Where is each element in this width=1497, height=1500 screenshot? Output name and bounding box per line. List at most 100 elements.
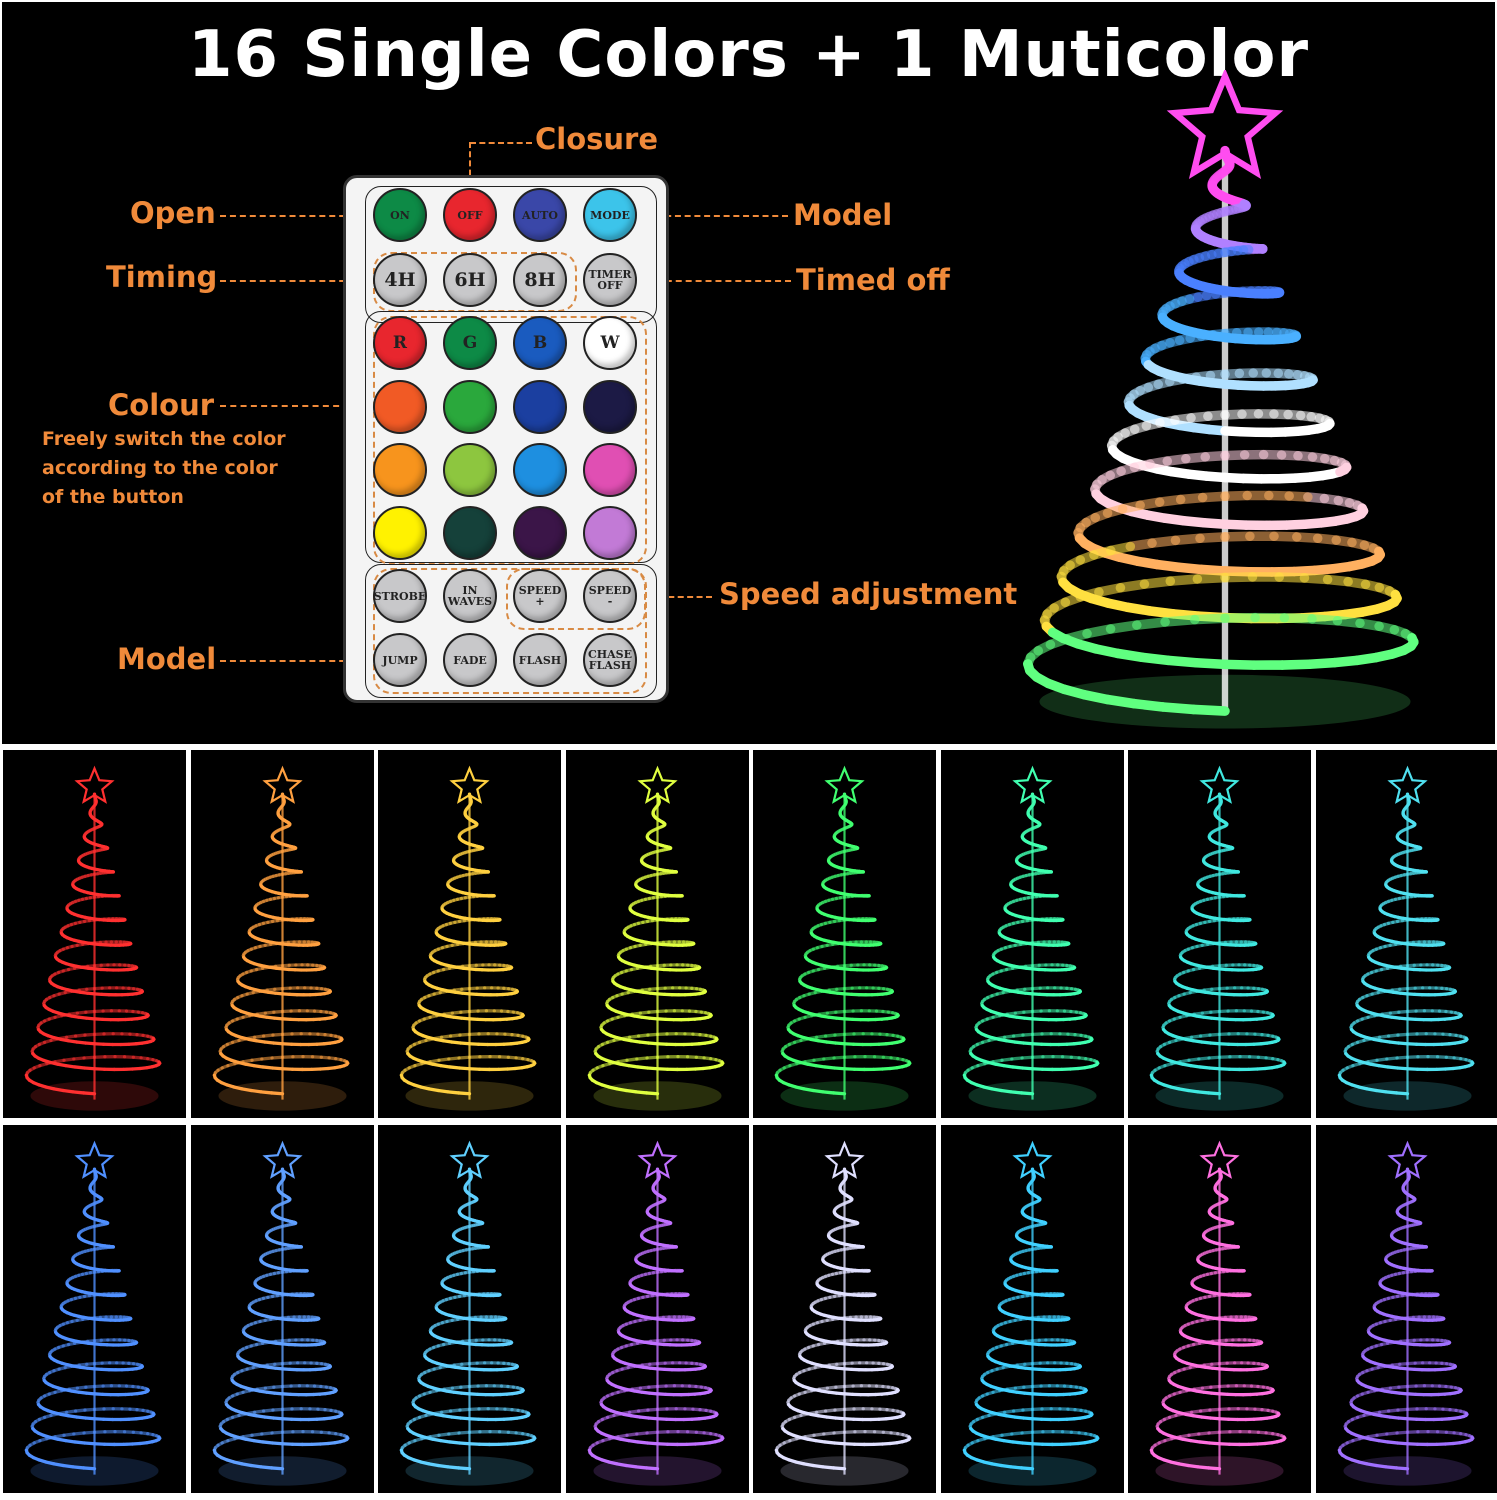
- spiral-segment: [832, 1066, 847, 1071]
- spiral-segment: [457, 1066, 472, 1071]
- spiral-segment: [82, 1441, 97, 1446]
- leader-line: [636, 215, 788, 217]
- star-topper: [1166, 68, 1284, 179]
- remote-button-off[interactable]: OFF: [443, 188, 497, 242]
- spiral-segment: [269, 1091, 284, 1096]
- remote-button-auto[interactable]: AUTO: [513, 188, 567, 242]
- spiral-segment: [72, 1056, 86, 1061]
- leader-line: [640, 596, 712, 598]
- spiral-segment: [1197, 1056, 1211, 1061]
- spiral-segment: [61, 1088, 75, 1094]
- spiral-segment: [1009, 1056, 1024, 1061]
- spiral-segment: [1189, 613, 1230, 625]
- colour-description: Freely switch the color according to the…: [42, 425, 286, 512]
- desc-line: Freely switch the color: [42, 428, 286, 450]
- spiral-segment: [1394, 1091, 1409, 1096]
- remote-button-color-3-2[interactable]: [513, 380, 567, 434]
- star-topper: [824, 765, 865, 804]
- leader-line: [220, 405, 370, 407]
- tree-illustration: [212, 1140, 349, 1486]
- label-timing: Timing: [106, 260, 218, 294]
- remote-button-g[interactable]: G: [443, 316, 497, 370]
- spiral-segment: [436, 1088, 450, 1094]
- remote-button-speed-[interactable]: SPEED -: [583, 569, 637, 623]
- remote-button-4h[interactable]: 4H: [373, 253, 427, 307]
- leader-line: [470, 142, 532, 144]
- single-color-tree-1: [3, 750, 186, 1118]
- spiral-segment: [831, 1091, 847, 1096]
- remote-button-in-waves[interactable]: IN WAVES: [443, 569, 497, 623]
- remote-button-color-3-1[interactable]: [443, 380, 497, 434]
- leader-line: [220, 215, 375, 217]
- single-color-tree-8: [1315, 750, 1497, 1118]
- tree-illustration: [1149, 765, 1287, 1111]
- remote-button-color-3-3[interactable]: [583, 380, 637, 434]
- remote-button-w[interactable]: W: [583, 316, 637, 370]
- remote-button-timer-off[interactable]: TIMER OFF: [583, 253, 637, 307]
- leader-line: [636, 280, 791, 282]
- remote-button-flash[interactable]: FLASH: [513, 633, 567, 687]
- remote-button-b[interactable]: B: [513, 316, 567, 370]
- spiral-segment: [1373, 1088, 1388, 1094]
- spiral-segment: [1019, 1091, 1034, 1096]
- title: 16 Single Colors + 1 Muticolor: [187, 18, 1310, 92]
- remote-button-jump[interactable]: JUMP: [373, 633, 427, 687]
- spiral-segment: [72, 1431, 86, 1436]
- remote-button-6h[interactable]: 6H: [443, 253, 497, 307]
- spiral-segment: [811, 1088, 825, 1094]
- spiral-segment: [821, 1090, 836, 1095]
- remote-button-color-4-2[interactable]: [513, 443, 567, 497]
- single-color-tree-3: [378, 750, 561, 1118]
- spiral-segment: [82, 1066, 97, 1071]
- spiral-segment: [1160, 614, 1200, 627]
- spiral-segment: [1020, 1066, 1034, 1071]
- spiral-segment: [1395, 1066, 1409, 1071]
- spiral-segment: [258, 1090, 273, 1095]
- remote-button-color-4-1[interactable]: [443, 443, 497, 497]
- label-colour: Colour: [108, 388, 215, 422]
- tree-illustration: [774, 765, 912, 1111]
- single-color-tree-5: [753, 750, 936, 1118]
- single-color-tree-6: [940, 750, 1124, 1118]
- remote-button-chase-flash[interactable]: CHASE FLASH: [583, 633, 637, 687]
- remote-button-color-3-0[interactable]: [373, 380, 427, 434]
- remote-button-color-5-2[interactable]: [513, 506, 567, 560]
- label-speed-adjustment: Speed adjustment: [719, 577, 1018, 611]
- spiral-segment: [61, 1463, 75, 1469]
- label-open: Open: [130, 196, 216, 230]
- mode-group: [373, 568, 647, 694]
- spiral-segment: [270, 1066, 284, 1071]
- single-color-tree-9: [3, 1125, 186, 1493]
- desc-line: of the button: [42, 486, 184, 508]
- button-group: [365, 311, 657, 563]
- spiral-segment: [998, 1088, 1013, 1094]
- star-topper: [636, 765, 678, 804]
- remote-button-color-4-0[interactable]: [373, 443, 427, 497]
- spiral-segment: [1196, 1090, 1211, 1095]
- star-topper: [74, 1140, 115, 1179]
- spiral-segment: [457, 1055, 472, 1060]
- spiral-segment: [822, 1056, 836, 1061]
- remote-button-mode[interactable]: MODE: [583, 188, 637, 242]
- remote-button-color-5-3[interactable]: [583, 506, 637, 560]
- remote-button-fade[interactable]: FADE: [443, 633, 497, 687]
- remote-button-r[interactable]: R: [373, 316, 427, 370]
- remote-button-color-5-1[interactable]: [443, 506, 497, 560]
- remote-button-color-5-0[interactable]: [373, 506, 427, 560]
- multicolor-tree-photo: [960, 68, 1490, 742]
- remote-button-on[interactable]: ON: [373, 188, 427, 242]
- spiral-segment: [1008, 1090, 1023, 1095]
- spiral-segment: [81, 1466, 97, 1471]
- leader-line: [469, 142, 471, 194]
- remote-button-color-4-3[interactable]: [583, 443, 637, 497]
- spiral-segment: [81, 1091, 97, 1096]
- remote-button-speed-[interactable]: SPEED +: [513, 569, 567, 623]
- spiral-segment: [645, 1066, 659, 1071]
- spiral-segment: [259, 1056, 274, 1061]
- remote-button-strobe[interactable]: STROBE: [373, 569, 427, 623]
- spiral-segment: [1383, 1090, 1398, 1095]
- star-topper: [1011, 765, 1053, 804]
- leader-line: [220, 280, 375, 282]
- spiral-segment: [1158, 702, 1199, 715]
- remote-button-8h[interactable]: 8H: [513, 253, 567, 307]
